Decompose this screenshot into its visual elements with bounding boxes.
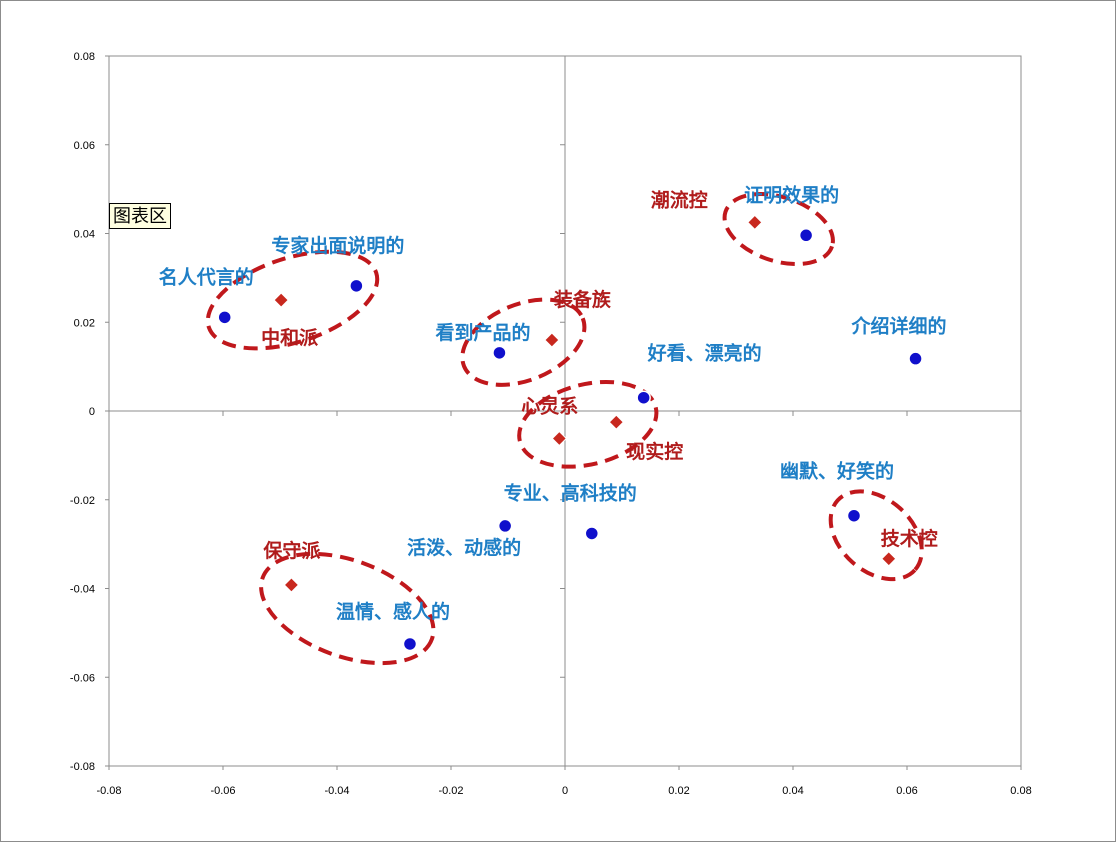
blue-point-label: 活泼、动感的: [407, 536, 521, 559]
red-point: [273, 292, 289, 308]
red-point-label: 心灵系: [521, 396, 578, 418]
blue-point-label: 专业、高科技的: [504, 481, 637, 504]
x-tick-label: -0.02: [438, 785, 463, 797]
red-point-label: 保守派: [262, 539, 321, 562]
y-tick-label: 0.04: [74, 229, 95, 241]
tick-labels: -0.08 -0.06 -0.04 -0.02 0 0.02 0.04 0.06 0.08 0.0…: [70, 51, 1032, 797]
red-point: [608, 414, 625, 430]
chart-area-tooltip: 图表区: [109, 203, 171, 229]
red-point-label: 中和派: [261, 326, 319, 349]
cluster-rings: [205, 192, 924, 666]
blue-point: [846, 508, 862, 523]
red-point-label: 潮流控: [651, 188, 708, 211]
y-tick-label: 0: [89, 406, 95, 418]
blue-point-label: 证明效果的: [744, 183, 839, 206]
blue-point-label: 专家出面说明的: [271, 234, 404, 257]
blue-point-label: 介绍详细的: [851, 315, 947, 338]
red-point: [551, 430, 568, 447]
y-tick-label: -0.06: [70, 672, 95, 684]
red-point: [747, 214, 763, 231]
cluster-ring: [517, 379, 659, 469]
red-point: [881, 551, 897, 567]
data-points: [217, 214, 923, 652]
blue-point: [492, 345, 507, 361]
blue-point: [349, 278, 364, 294]
x-tick-label: 0: [562, 785, 568, 797]
blue-point-label: 幽默、好笑的: [780, 460, 894, 483]
blue-point: [497, 518, 513, 534]
y-tick-label: -0.04: [70, 584, 95, 596]
y-tick-label: 0.02: [74, 317, 95, 329]
blue-point: [636, 390, 651, 405]
cluster-ring: [205, 249, 380, 351]
blue-point: [798, 228, 814, 243]
cluster-ring: [828, 489, 924, 582]
y-tick-label: -0.08: [70, 761, 95, 773]
red-point-label: 装备族: [553, 288, 612, 311]
blue-point-label: 好看、漂亮的: [647, 342, 762, 365]
x-tick-label: -0.08: [96, 785, 121, 797]
blue-point-label: 温情、感人的: [336, 600, 450, 623]
blue-point-label: 名人代言的: [159, 265, 254, 288]
blue-point: [908, 351, 923, 366]
axes: [105, 55, 1022, 770]
blue-point: [402, 636, 418, 652]
cluster-ring: [259, 551, 436, 666]
x-tick-label: -0.04: [324, 785, 349, 797]
red-point: [283, 577, 300, 593]
x-tick-label: 0.02: [668, 785, 689, 797]
x-tick-label: 0.08: [1010, 785, 1031, 797]
x-tick-label: 0.04: [782, 785, 803, 797]
red-point-label: 现实控: [626, 440, 683, 463]
y-tick-label: 0.08: [74, 51, 95, 63]
cluster-ring: [460, 297, 587, 387]
x-tick-label: -0.06: [210, 785, 235, 797]
blue-point-label: 看到产品的: [434, 321, 530, 344]
blue-point: [584, 526, 600, 541]
x-tick-label: 0.06: [896, 785, 917, 797]
red-point-label: 技术控: [881, 527, 938, 550]
y-tick-label: -0.02: [70, 495, 95, 507]
red-point: [544, 332, 560, 348]
y-tick-label: 0.06: [74, 140, 95, 152]
blue-point: [217, 310, 232, 325]
cluster-ring: [722, 192, 835, 267]
